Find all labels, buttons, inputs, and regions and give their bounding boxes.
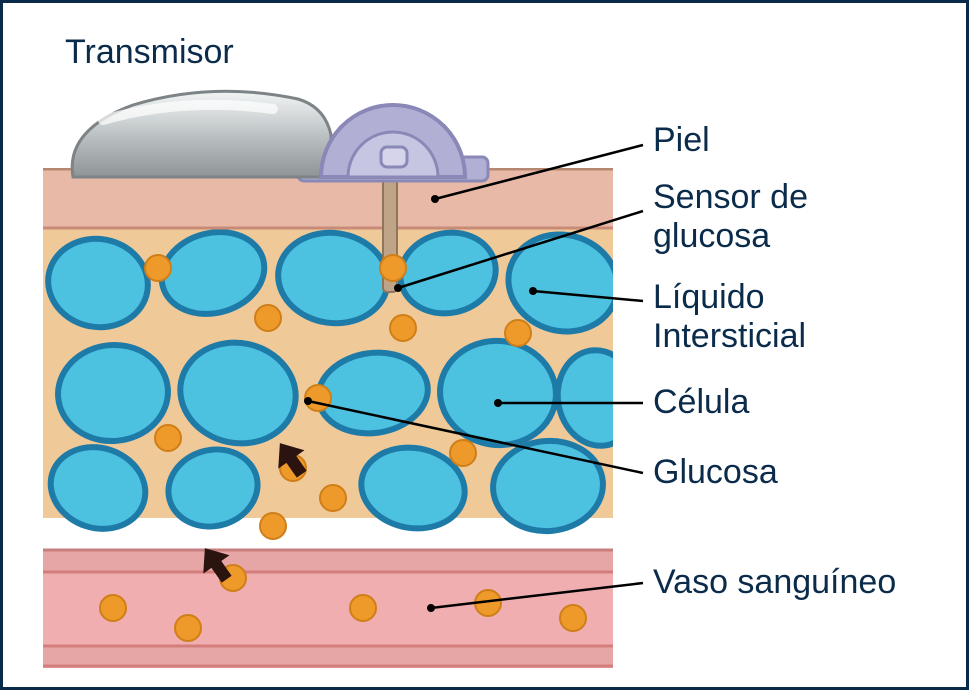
label-liquido: Líquido Intersticial [653,278,806,356]
label-piel: Piel [653,121,710,160]
label-sensor: Sensor de glucosa [653,178,808,256]
label-transmisor: Transmisor [65,33,234,72]
label-vaso: Vaso sanguíneo [653,563,896,602]
label-celula: Célula [653,383,749,422]
label-glucosa: Glucosa [653,453,778,492]
diagram-frame: Transmisor Piel Sensor de glucosa Líquid… [0,0,969,690]
